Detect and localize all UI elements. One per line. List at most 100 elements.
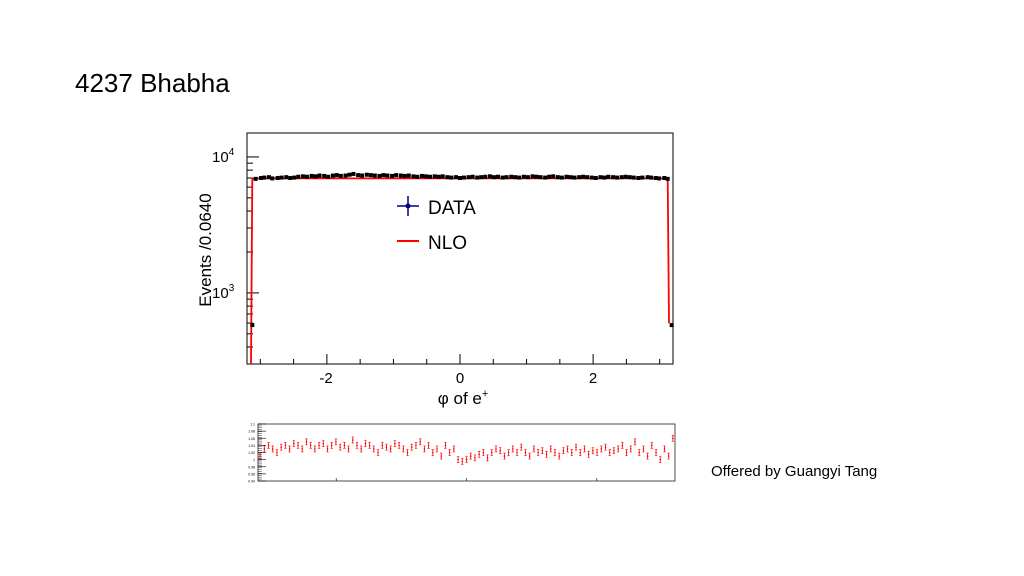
- data-point: [458, 176, 462, 181]
- data-point: [669, 323, 674, 328]
- legend-data-dot: [405, 203, 411, 209]
- data-point: [420, 173, 425, 178]
- data-point: [470, 174, 475, 179]
- x-tick-label-neg2: -2: [319, 370, 332, 387]
- data-point: [292, 175, 297, 180]
- y-tick-label-10e3: 103: [212, 283, 235, 302]
- data-point: [275, 176, 280, 181]
- data-point: [428, 174, 433, 179]
- data-point: [534, 174, 539, 179]
- data-point: [479, 175, 484, 180]
- data-point: [500, 175, 505, 180]
- data-point: [551, 174, 556, 179]
- x-tick-label-2: 2: [589, 370, 597, 387]
- data-point: [662, 176, 667, 181]
- data-point: [250, 323, 255, 328]
- data-point: [296, 174, 301, 179]
- data-point: [530, 174, 535, 179]
- data-point: [627, 175, 632, 180]
- data-point: [615, 175, 620, 180]
- data-point: [598, 175, 603, 180]
- data-point: [415, 174, 420, 179]
- data-point: [606, 174, 611, 179]
- data-point: [270, 176, 275, 181]
- legend-nlo-label: NLO: [428, 233, 467, 254]
- data-point: [577, 175, 582, 180]
- data-point: [636, 176, 641, 181]
- data-point: [653, 176, 658, 181]
- data-point: [525, 175, 530, 180]
- data-point: [343, 173, 348, 178]
- data-point: [436, 174, 441, 179]
- legend-data-label: DATA: [428, 198, 476, 219]
- data-point: [513, 175, 518, 180]
- data-point: [351, 171, 356, 176]
- data-point: [390, 173, 395, 178]
- data-point: [330, 173, 335, 178]
- data-point: [334, 173, 339, 178]
- data-point: [564, 174, 569, 179]
- data-point: [368, 173, 373, 178]
- data-point: [385, 173, 390, 178]
- data-point: [313, 174, 318, 179]
- data-point: [619, 175, 624, 180]
- data-point: [364, 172, 369, 177]
- data-point: [381, 173, 386, 178]
- data-point: [279, 175, 284, 180]
- data-point: [538, 175, 543, 180]
- data-point: [487, 174, 492, 179]
- data-point: [266, 175, 271, 180]
- data-point: [461, 175, 466, 180]
- data-point: [495, 174, 500, 179]
- data-point: [454, 175, 459, 180]
- x-axis-label: φ of e+: [438, 388, 489, 408]
- data-point: [288, 176, 293, 181]
- data-point: [568, 175, 573, 180]
- data-point: [394, 173, 399, 178]
- data-point: [543, 175, 548, 180]
- data-point: [372, 173, 377, 178]
- data-point: [424, 174, 429, 179]
- x-tick-label-0: 0: [456, 370, 464, 387]
- data-point: [466, 175, 471, 180]
- data-point: [559, 175, 564, 180]
- credit-text: Offered by Guangyi Tang: [711, 463, 878, 480]
- data-point: [517, 175, 522, 180]
- data-point: [440, 174, 445, 179]
- data-point: [483, 174, 488, 179]
- data-point: [338, 173, 343, 178]
- data-point: [262, 175, 267, 180]
- data-point: [326, 174, 331, 179]
- slide-title: 4237 Bhabha: [75, 68, 230, 98]
- y-tick-label-10e4: 104: [212, 147, 235, 166]
- data-point: [491, 175, 496, 180]
- data-series: [250, 171, 674, 328]
- data-point: [665, 176, 670, 181]
- data-point: [611, 175, 616, 180]
- data-point: [581, 174, 586, 179]
- data-point: [377, 173, 382, 178]
- data-point: [645, 175, 650, 180]
- data-point: [284, 175, 289, 180]
- data-point: [411, 174, 416, 179]
- data-point: [253, 176, 258, 181]
- data-point: [445, 175, 450, 180]
- data-point: [657, 176, 662, 181]
- main-ticks: [247, 156, 661, 364]
- data-point: [449, 175, 454, 180]
- y-axis-label: Events /0.0640: [196, 193, 215, 306]
- data-point: [631, 175, 636, 180]
- data-point: [304, 174, 309, 179]
- data-point: [589, 175, 594, 180]
- data-point: [640, 175, 645, 180]
- data-point: [398, 173, 403, 178]
- data-point: [555, 175, 560, 180]
- legend: DATA NLO: [397, 196, 476, 254]
- data-point: [309, 173, 314, 178]
- data-point: [317, 173, 322, 178]
- data-point: [623, 174, 628, 179]
- data-point: [602, 175, 607, 180]
- data-point: [475, 175, 480, 180]
- data-point: [402, 173, 407, 178]
- data-point: [406, 173, 411, 178]
